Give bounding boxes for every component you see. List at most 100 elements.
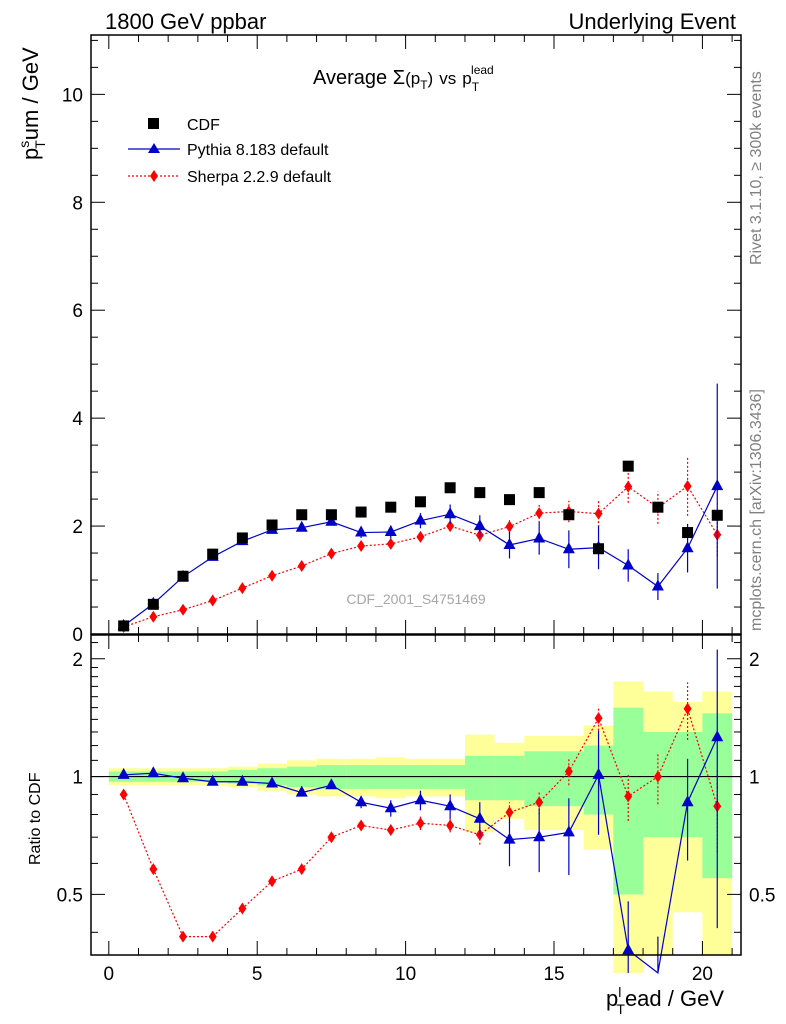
sherpa-point-main: [624, 480, 633, 493]
pythia-point-ratio: [384, 801, 397, 813]
sherpa-point-main: [179, 603, 188, 616]
sherpa-point-main: [357, 540, 366, 553]
sherpa-point-ratio: [238, 902, 247, 915]
cdf-point-main: [147, 598, 159, 610]
x-tick-label: 15: [543, 964, 564, 985]
x-tick-label: 5: [252, 964, 263, 985]
sherpa-point-main: [683, 480, 692, 493]
sherpa-point-ratio: [179, 930, 188, 943]
pythia-point-ratio: [236, 774, 249, 786]
ratio-panel-axes: 0.5 0.5 1 1 2 2: [57, 635, 775, 955]
legend-sherpa-label: Sherpa 2.2.9 default: [187, 169, 332, 186]
x-tick-label: 0: [104, 964, 115, 985]
cdf-point-main: [652, 501, 664, 513]
cdf-point-main: [266, 519, 278, 531]
mcplots-label: mcplots.cern.ch [arXiv:1306.3436]: [748, 389, 765, 631]
x-axis-label: pl Tead / GeV: [606, 984, 724, 1017]
cdf-point-main: [296, 509, 308, 521]
pythia-point-ratio: [325, 778, 338, 790]
header-right: Underlying Event: [568, 9, 736, 34]
cdf-point-main: [474, 487, 486, 499]
sherpa-point-ratio: [297, 863, 306, 876]
sherpa-point-ratio: [357, 819, 366, 832]
legend-cdf-label: CDF: [187, 117, 220, 134]
pythia-point-ratio: [592, 767, 605, 779]
header-left: 1800 GeV ppbar: [105, 9, 266, 34]
sherpa-point-ratio: [624, 790, 633, 803]
pythia-point-main: [325, 514, 338, 526]
sherpa-point-main: [238, 582, 247, 595]
pythia-point-main: [681, 541, 694, 553]
pythia-point-ratio: [355, 795, 368, 807]
pythia-point-ratio: [414, 793, 427, 805]
sherpa-point-ratio: [535, 796, 544, 809]
pythia-point-main: [622, 558, 635, 570]
pythia-point-ratio: [206, 774, 219, 786]
y-tick-label-main: 0: [72, 625, 83, 646]
ratio-panel-bands: [91, 681, 741, 973]
sherpa-point-ratio: [564, 765, 573, 778]
pythia-point-ratio: [562, 825, 575, 837]
y-tick-label-main: 10: [62, 85, 83, 106]
y-tick-label-ratio-right: 2: [749, 650, 760, 671]
pythia-point-main: [503, 537, 516, 549]
sherpa-point-ratio: [416, 817, 425, 830]
pythia-point-main: [711, 479, 724, 491]
sherpa-point-ratio: [268, 875, 277, 888]
sherpa-point-main: [505, 520, 514, 533]
pythia-point-main: [651, 579, 664, 591]
pythia-point-ratio: [444, 799, 457, 811]
main-panel-frame: [90, 34, 742, 635]
x-tick-label: 20: [692, 964, 713, 985]
sherpa-point-ratio: [119, 788, 128, 801]
y-tick-label-main: 8: [72, 193, 83, 214]
cdf-point-main: [622, 460, 634, 472]
pythia-point-ratio: [266, 776, 279, 788]
cdf-point-main: [207, 548, 219, 560]
ratio-band-green: [643, 731, 673, 838]
x-tick-label: 10: [395, 964, 416, 985]
pythia-point-main: [295, 520, 308, 532]
cdf-point-main: [444, 482, 456, 494]
y-tick-label-ratio: 1: [72, 768, 83, 789]
y-tick-label-ratio: 2: [72, 650, 83, 671]
y-axis-label-ratio: Ratio to CDF: [27, 772, 44, 865]
sherpa-point-main: [297, 560, 306, 573]
sherpa-point-main: [535, 507, 544, 520]
rivet-label: Rivet 3.1.10, ≥ 300k events: [748, 71, 765, 265]
main-panel-series: [117, 383, 724, 633]
sherpa-point-main: [268, 569, 277, 582]
y-tick-label-ratio-right: 0.5: [749, 885, 775, 906]
ratio-panel-frame: [90, 634, 742, 956]
cdf-point-main: [563, 509, 575, 521]
sherpa-point-main: [327, 547, 336, 560]
cdf-point-main: [177, 570, 189, 582]
sherpa-point-ratio: [386, 824, 395, 837]
cdf-point-main: [593, 543, 605, 555]
pythia-point-ratio: [177, 771, 190, 783]
sherpa-point-ratio: [208, 930, 217, 943]
legend-sherpa-marker: [150, 170, 158, 182]
pythia-point-ratio: [681, 795, 694, 807]
sherpa-point-ratio: [594, 712, 603, 725]
sherpa-point-main: [149, 610, 158, 623]
cdf-point-main: [118, 620, 130, 632]
legend: CDF Pythia 8.183 default Sherpa 2.2.9 de…: [128, 117, 332, 186]
sherpa-point-ratio: [149, 863, 158, 876]
sherpa-point-main: [416, 530, 425, 543]
cdf-point-main: [503, 494, 515, 506]
analysis-watermark: CDF_2001_S4751469: [346, 591, 486, 607]
y-tick-label-ratio: 0.5: [57, 885, 83, 906]
cdf-point-main: [355, 506, 367, 518]
sherpa-point-main: [208, 594, 217, 607]
cdf-point-main: [414, 496, 426, 508]
pythia-point-main: [444, 507, 457, 519]
sherpa-point-ratio: [446, 819, 455, 832]
plot-title: Average Σ(pT) vs pTlead: [313, 63, 494, 94]
pythia-point-ratio: [473, 811, 486, 823]
sherpa-point-ratio: [327, 831, 336, 844]
pythia-point-main: [533, 531, 546, 543]
cdf-point-main: [533, 487, 545, 499]
y-tick-label-main: 6: [72, 301, 83, 322]
